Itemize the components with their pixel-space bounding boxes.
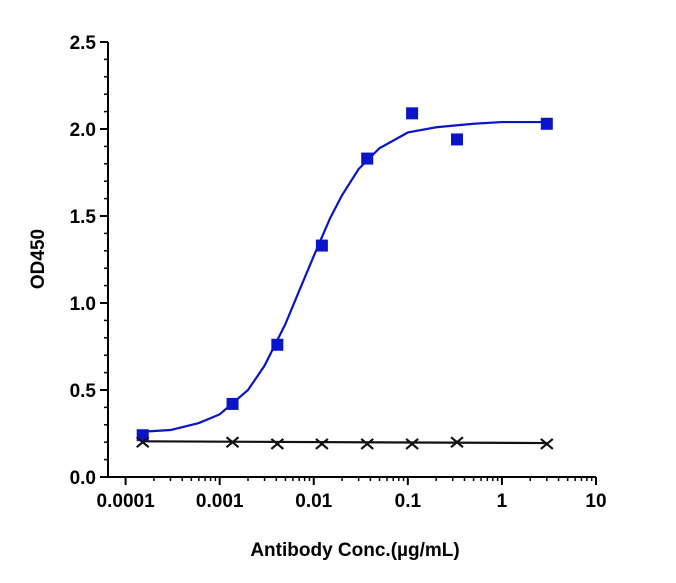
point	[136, 429, 149, 442]
point	[450, 133, 463, 146]
fit-curve	[142, 120, 547, 433]
y-tick-label: 0.5	[70, 381, 97, 402]
point	[405, 438, 419, 450]
y-tick-label: 2.0	[70, 120, 96, 141]
fit-curve	[142, 440, 547, 445]
point	[540, 438, 554, 450]
x-tick-label: 10	[585, 491, 606, 512]
point	[136, 436, 150, 449]
point	[406, 107, 419, 120]
point	[226, 397, 239, 410]
x-axis-label: Antibody Conc.(µg/mL)	[250, 540, 459, 561]
y-axis-label: OD450	[28, 229, 49, 289]
point	[225, 436, 240, 449]
x-tick-label: 1	[497, 491, 508, 512]
y-tick-label: 0.0	[70, 468, 96, 489]
point	[360, 438, 374, 450]
point	[271, 338, 284, 351]
point	[540, 117, 553, 130]
x-tick-label: 0.01	[295, 491, 332, 512]
point	[315, 239, 328, 252]
y-tick-label: 2.5	[70, 33, 97, 54]
point	[315, 438, 329, 450]
point	[450, 436, 464, 449]
x-tick-label: 0.0001	[97, 491, 156, 512]
x-tick-label: 0.1	[395, 491, 422, 512]
point	[361, 152, 374, 165]
y-tick-label: 1.0	[70, 294, 96, 315]
x-tick-label: 0.001	[196, 491, 244, 512]
point	[270, 438, 285, 450]
y-tick-label: 1.5	[70, 207, 97, 228]
